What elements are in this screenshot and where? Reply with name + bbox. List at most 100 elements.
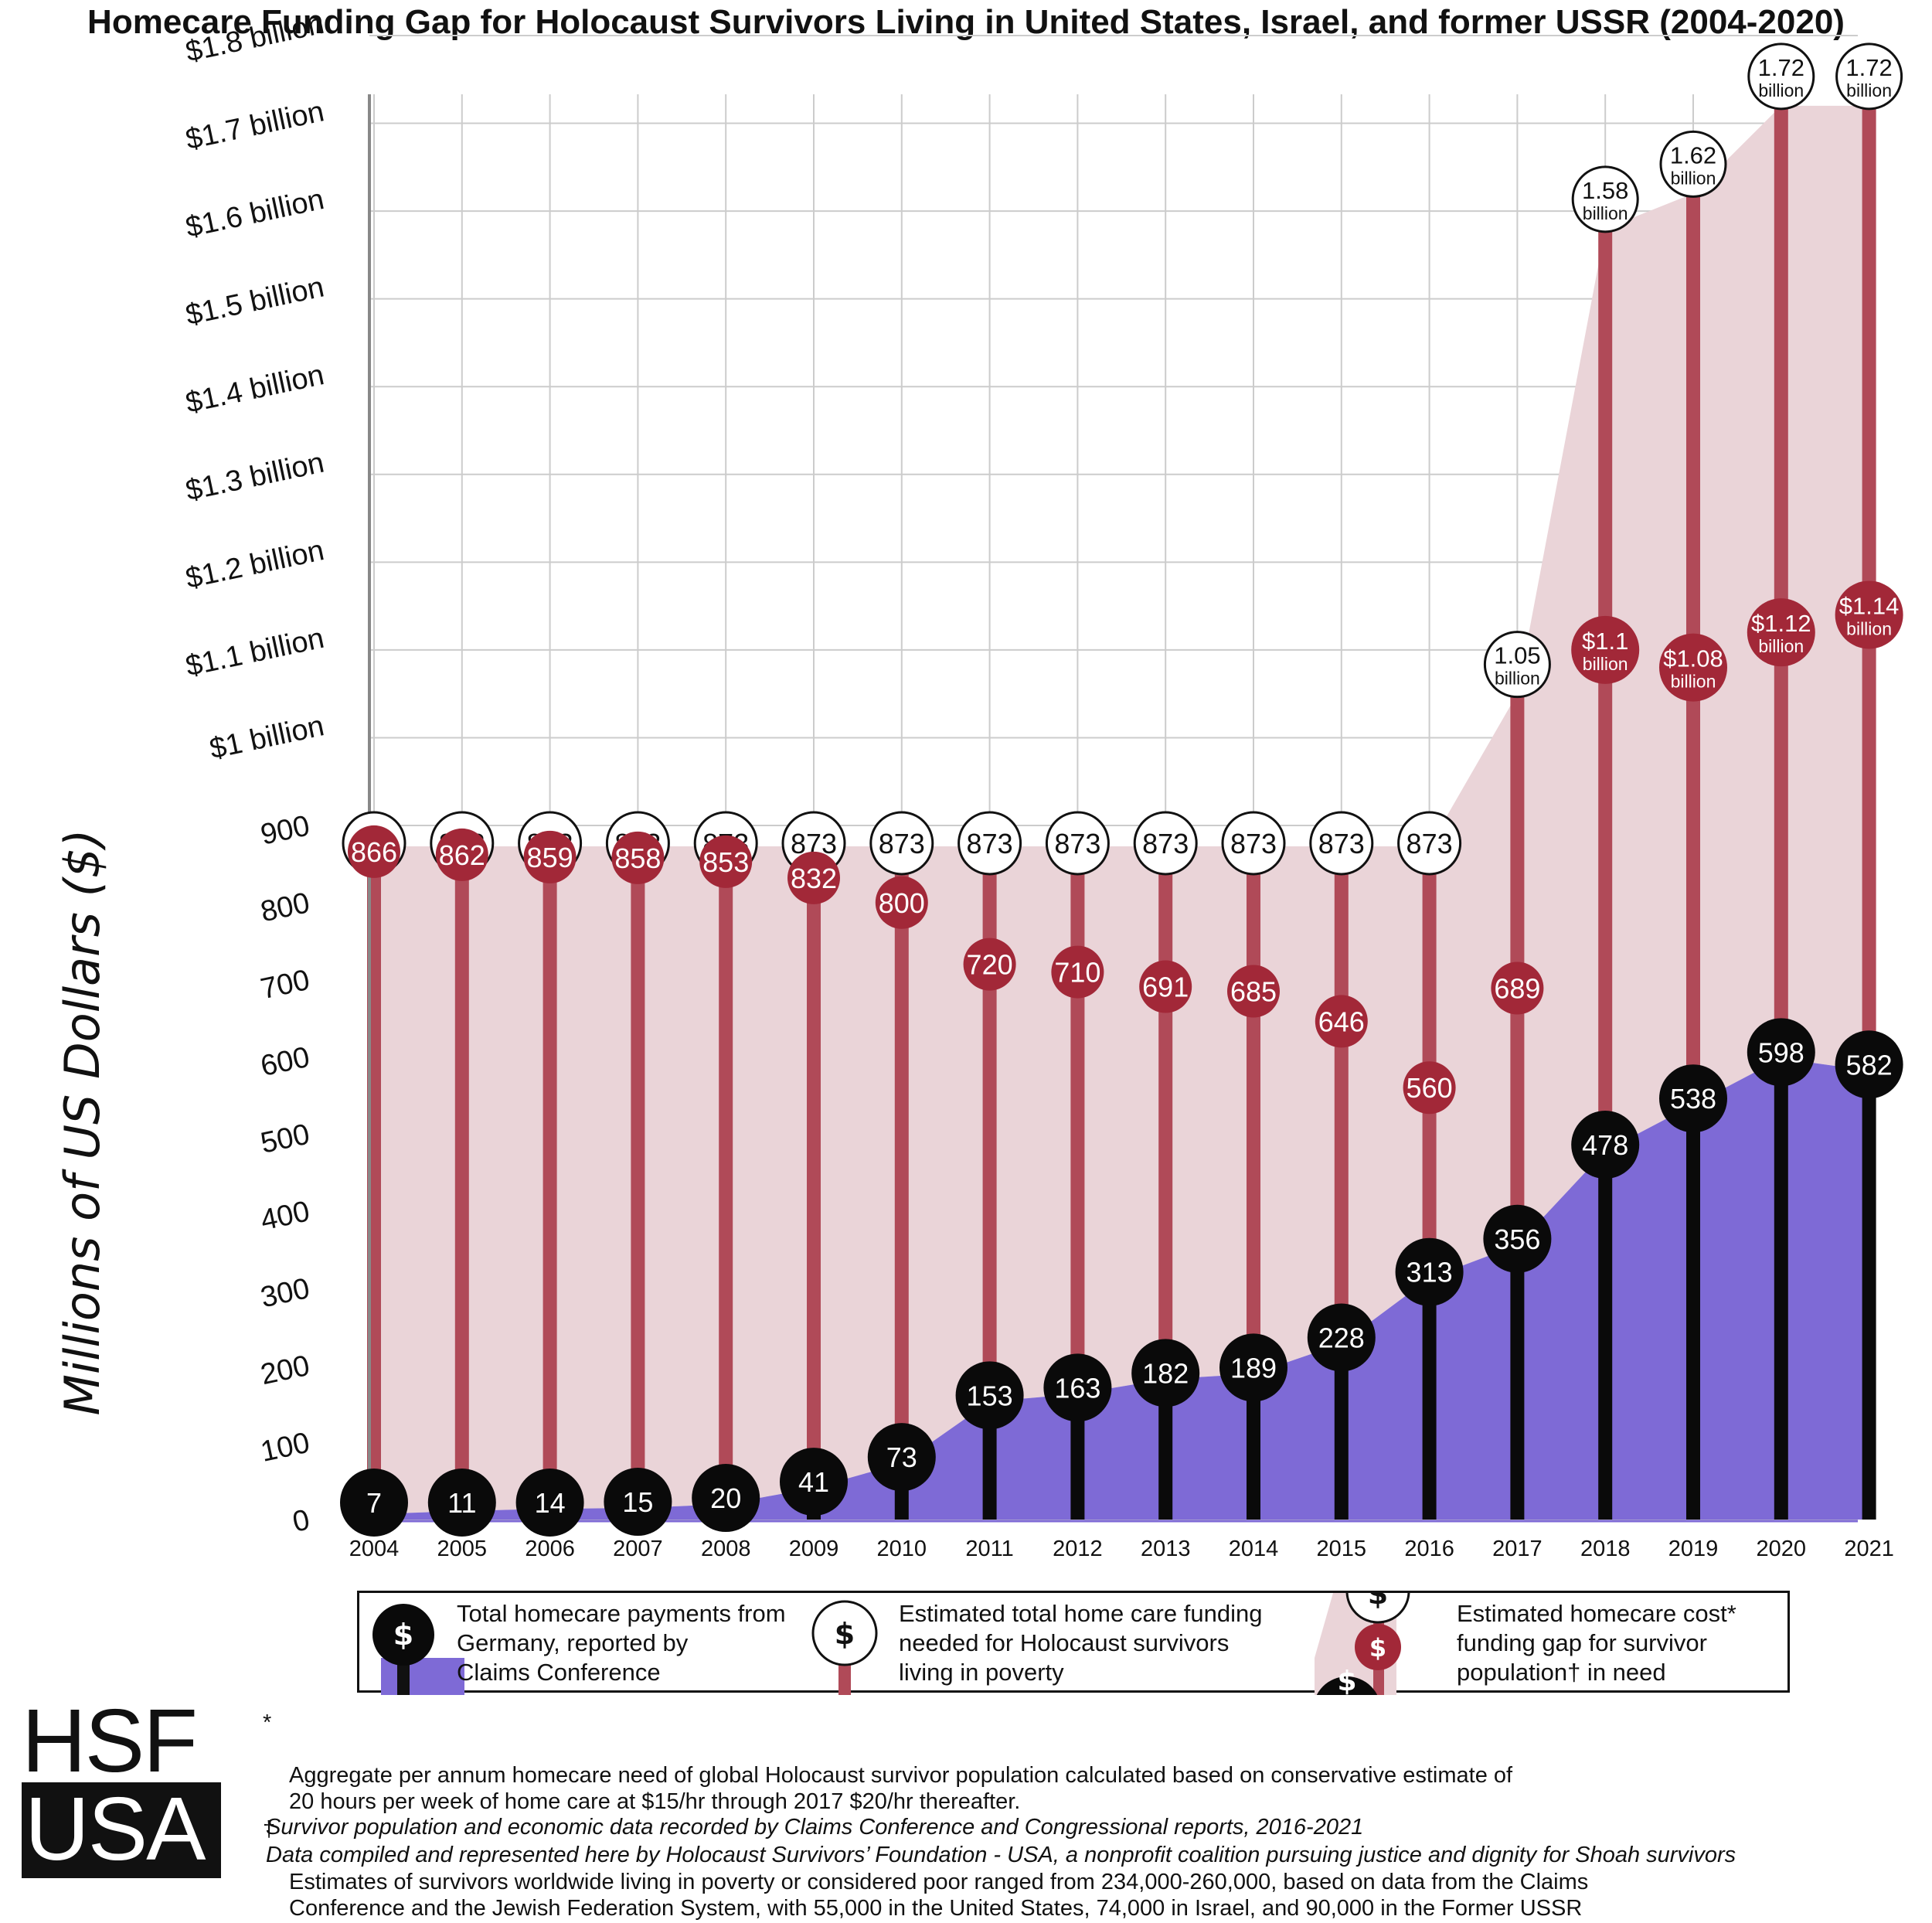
payment-marker (340, 1469, 408, 1537)
needed-marker (1483, 631, 1551, 699)
chart: 8738738738738738738738738738738738738731… (54, 8, 1903, 1561)
legend-payments-dollar-icon: $ (393, 1618, 413, 1652)
payment-value-label: 356 (1494, 1224, 1540, 1255)
logo-bottom: USA (22, 1782, 221, 1878)
legend-needed-dollar-icon: $ (835, 1617, 855, 1651)
y-tick-label: 300 (258, 1272, 313, 1314)
x-tick-label: 2019 (1668, 1537, 1719, 1561)
y-tick-label: 200 (258, 1350, 313, 1391)
payment-marker (1307, 1303, 1376, 1372)
gap-value-label: 560 (1406, 1072, 1453, 1104)
x-tick-label: 2006 (525, 1537, 575, 1561)
needed-marker (1309, 811, 1374, 876)
needed-value-label: billion (1671, 168, 1716, 188)
payment-value-label: 538 (1670, 1083, 1716, 1115)
y-axis-label: Millions of US Dollars ($) (54, 829, 111, 1416)
payment-bar (1070, 1394, 1085, 1520)
gap-bar (1070, 846, 1085, 1394)
payment-bar (1158, 1379, 1173, 1520)
gap-marker (348, 825, 400, 878)
gap-marker (1139, 960, 1192, 1013)
gap-marker (1659, 633, 1727, 702)
payment-value-label: 7 (366, 1487, 382, 1519)
x-tick-label: 2007 (613, 1537, 663, 1561)
gap-value-label: billion (1671, 672, 1716, 692)
gap-marker (699, 835, 753, 888)
gap-bar (1774, 105, 1788, 1059)
legend-needed-label: Estimated total home care funding needed… (899, 1600, 1263, 1686)
payment-marker (427, 1469, 496, 1537)
x-tick-label: 2010 (877, 1537, 927, 1561)
legend-needed-marker (811, 1600, 878, 1666)
needed-value-label: 1.05 (1494, 642, 1540, 669)
legend-gap-marker (1355, 1624, 1401, 1670)
payment-marker (1219, 1333, 1287, 1402)
gap-fill-area (374, 105, 1869, 1515)
needed-value-label: billion (1495, 669, 1540, 689)
x-tick-label: 2013 (1141, 1537, 1191, 1561)
gap-bar (543, 846, 557, 1509)
source-line: Survivor population and economic data re… (266, 1815, 1364, 1840)
legend-payments-label: Total homecare payments from Germany, re… (457, 1600, 786, 1686)
x-tick-label: 2005 (437, 1537, 488, 1561)
y-tick-label: $1.2 billion (183, 534, 327, 595)
payment-marker (955, 1361, 1024, 1430)
legend-gap-dollar-icon: $ (1369, 1633, 1386, 1663)
gap-marker (523, 830, 577, 883)
chart-title: Homecare Funding Gap for Holocaust Survi… (87, 3, 1845, 41)
gap-marker (611, 831, 665, 884)
needed-marker (1397, 811, 1462, 876)
needed-value-label: 1.72 (1845, 54, 1892, 81)
legend-gap-black-dollar-icon: $ (1337, 1666, 1356, 1695)
payment-bar (1774, 1058, 1788, 1520)
needed-value-label: 1.62 (1670, 141, 1716, 168)
footnote-mark: * (263, 1710, 272, 1735)
payment-marker (780, 1448, 848, 1516)
payment-value-label: 478 (1582, 1129, 1628, 1161)
gap-bar (719, 846, 733, 1505)
gap-marker (1571, 615, 1640, 684)
payment-value-label: 41 (798, 1466, 829, 1498)
needed-marker (1571, 165, 1639, 233)
payments-area-fill (374, 1058, 1869, 1520)
needed-value-label: billion (1583, 203, 1628, 223)
x-tick-label: 2021 (1844, 1537, 1894, 1561)
payment-marker (1043, 1353, 1112, 1422)
payment-value-label: 20 (710, 1482, 741, 1514)
y-tick-label: $1.8 billion (183, 8, 327, 69)
legend-gap-top-marker (1345, 1593, 1410, 1624)
payment-marker (692, 1464, 760, 1533)
needed-value-label: 873 (1142, 828, 1189, 859)
footnote-text: Aggregate per annum homecare need of glo… (289, 1763, 1513, 1814)
payment-marker (1571, 1111, 1640, 1179)
y-tick-label: 500 (258, 1118, 313, 1160)
payment-bar (1334, 1343, 1349, 1520)
y-tick-label: $1.4 billion (183, 359, 327, 420)
y-tick-label: 800 (258, 887, 313, 928)
gap-value-label: $1.14 (1839, 592, 1900, 619)
needed-marker (1835, 43, 1903, 111)
gap-marker (1403, 1061, 1456, 1115)
gap-bar (1598, 228, 1613, 1152)
footnote-text: Estimates of survivors worldwide living … (289, 1870, 1589, 1921)
needed-value-label: billion (1758, 80, 1804, 100)
x-tick-label: 2011 (965, 1537, 1013, 1561)
gap-marker (1227, 965, 1280, 1018)
gap-bar (807, 846, 821, 1489)
gap-value-label: billion (1583, 654, 1628, 674)
footnote-mark: † (263, 1817, 276, 1842)
gap-value-label: 689 (1494, 973, 1540, 1005)
gap-value-label: 691 (1142, 972, 1189, 1003)
payment-marker (1659, 1064, 1727, 1133)
payment-marker (1747, 1018, 1815, 1087)
payment-value-label: 14 (535, 1487, 566, 1519)
gap-value-label: 710 (1054, 957, 1100, 989)
needed-value-label: billion (1846, 80, 1892, 100)
payment-bar (1247, 1373, 1260, 1520)
legend-gap-black-marker (1316, 1676, 1378, 1695)
legend-payments-marker (372, 1604, 434, 1666)
payment-value-label: 163 (1054, 1372, 1100, 1404)
needed-value-label: 873 (879, 828, 925, 859)
payment-value-label: 153 (967, 1380, 1013, 1411)
gap-bar (982, 846, 997, 1402)
